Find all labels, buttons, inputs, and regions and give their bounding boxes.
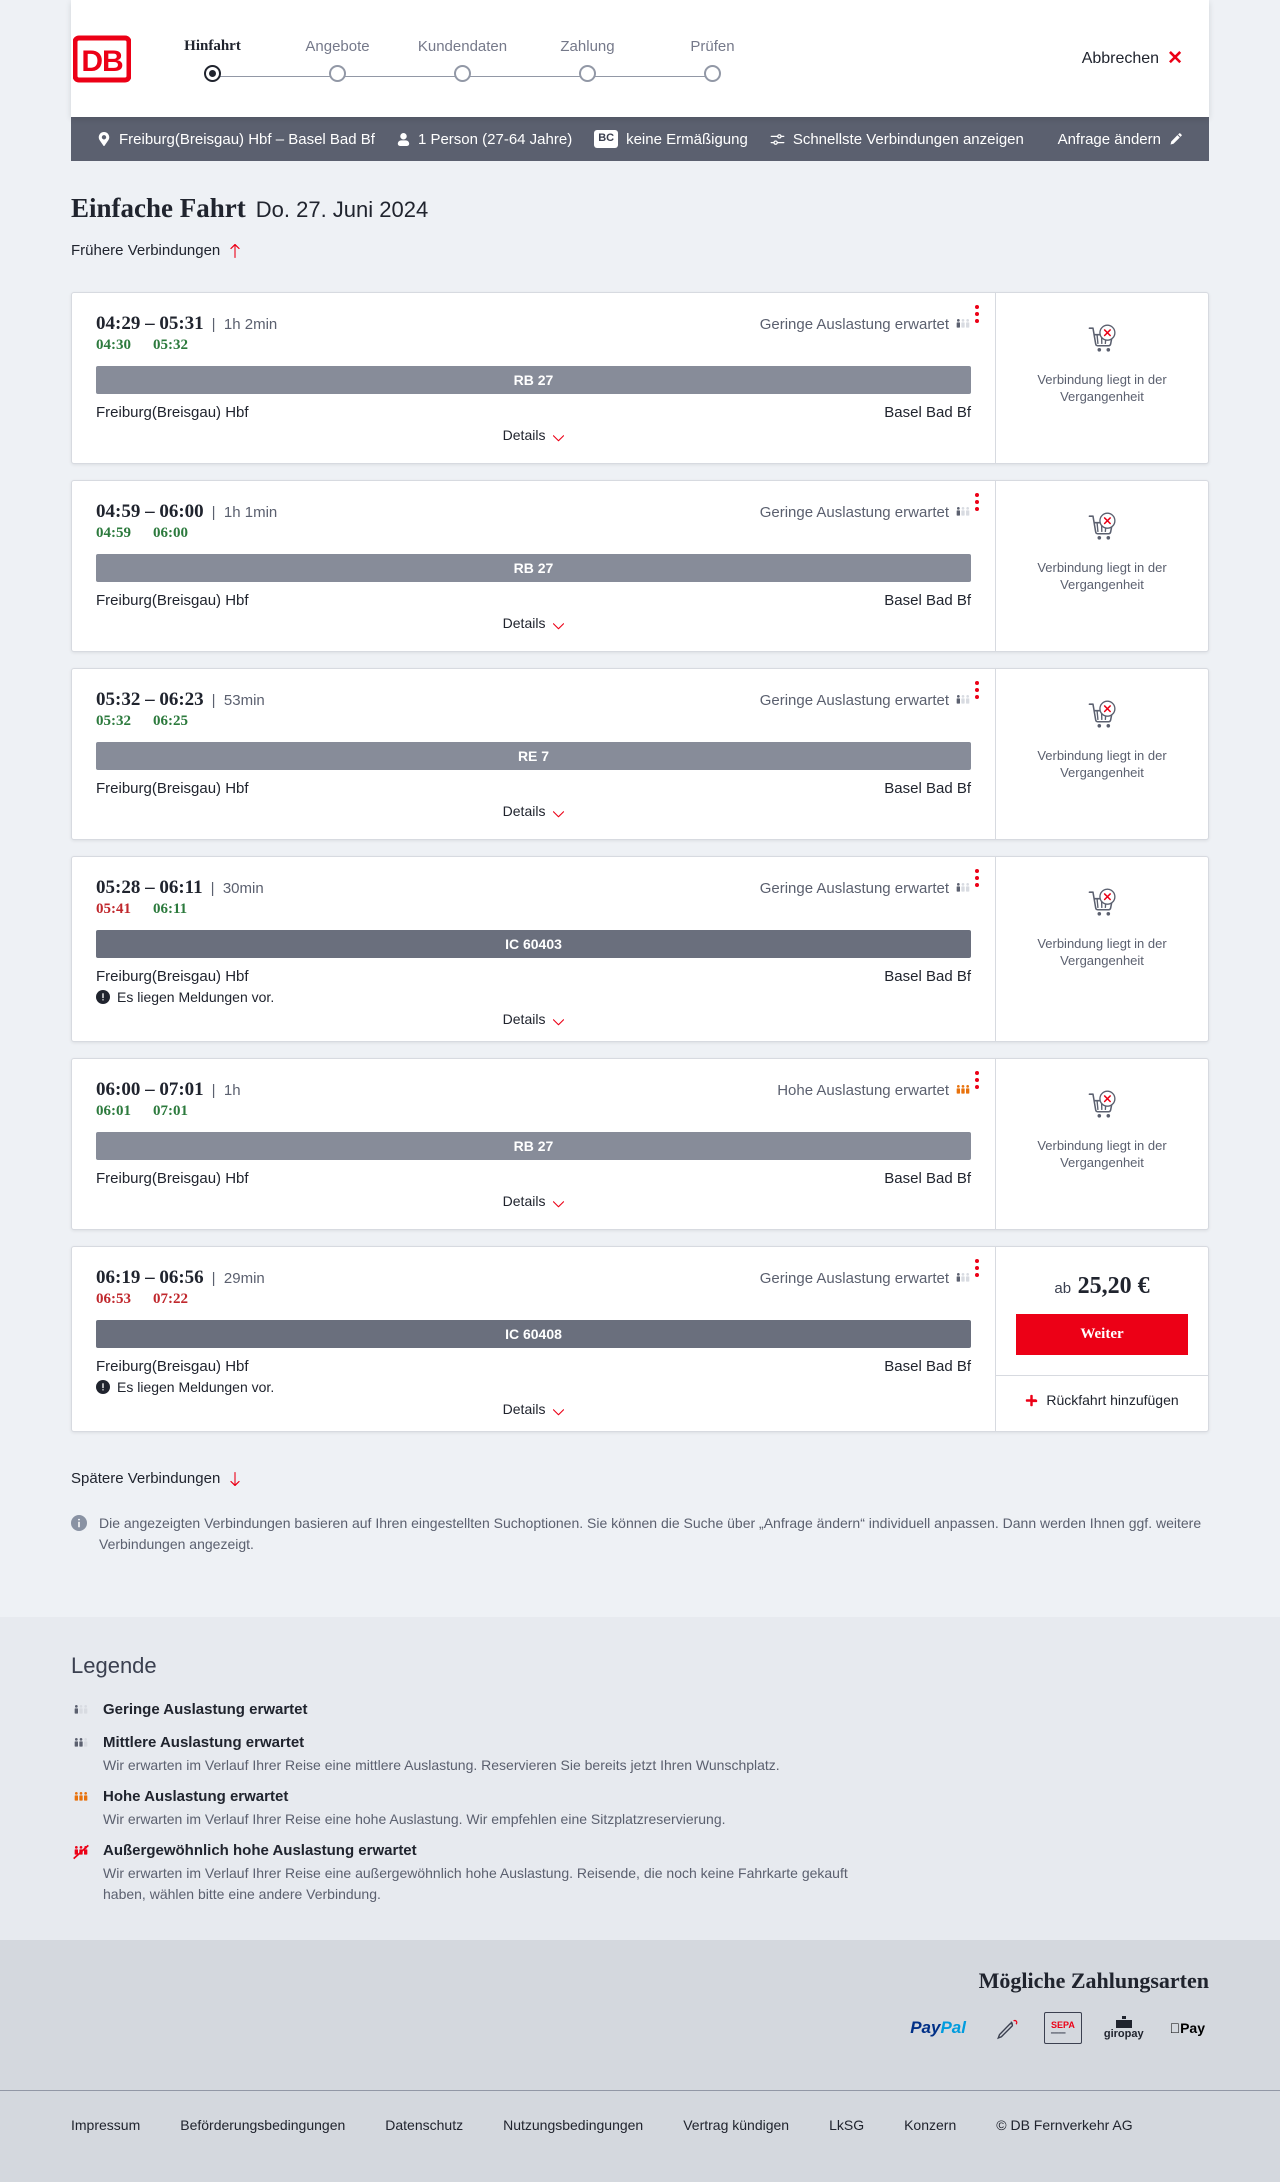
svg-text:DB: DB (81, 45, 123, 78)
